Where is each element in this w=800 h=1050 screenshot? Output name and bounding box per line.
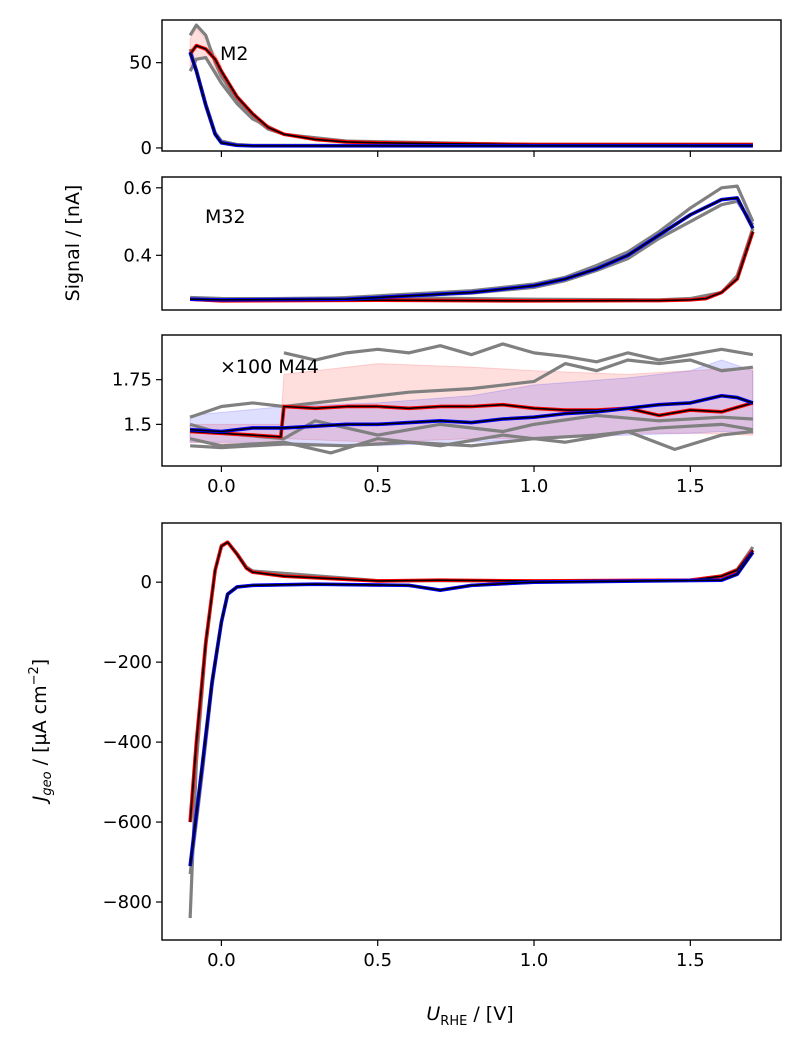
- x-tick-label: 1.0: [520, 476, 549, 497]
- panel-2: 0.4 0.6: [123, 176, 782, 311]
- axes-frame: [161, 19, 782, 152]
- series-line: [190, 197, 754, 301]
- series-line-gray: [190, 199, 755, 303]
- x-tick-label: 0.5: [363, 950, 392, 971]
- series-line-gray: [190, 227, 755, 302]
- series-line-gray: [188, 540, 755, 919]
- panel-3: 1.5 1.75 0.0 0.5 1.0 1.5: [112, 334, 782, 497]
- series-line-gray: [188, 549, 755, 875]
- axes-frame: [161, 176, 782, 311]
- series-line: [189, 44, 753, 146]
- series-line-gray: [190, 184, 755, 301]
- plot-area: [189, 342, 754, 455]
- y-tick-label: 0.6: [123, 178, 152, 199]
- series-line: [190, 402, 754, 438]
- series-line-halo: [190, 196, 755, 302]
- x-axis-label: URHE / [V]: [426, 1003, 513, 1029]
- jgeo-ylabel: Jgeo / [µA cm−2]: [27, 659, 55, 805]
- series-line-halo: [188, 551, 755, 867]
- series-line: [190, 394, 754, 433]
- series-line-gray: [188, 23, 753, 147]
- annotation-m32: M32: [205, 206, 246, 228]
- signal-ylabel: Signal / [nA]: [62, 185, 84, 302]
- series-line: [189, 52, 753, 147]
- y-tick-label: 0: [141, 572, 152, 593]
- axes-frame: [161, 334, 782, 467]
- x-tick-label: 0.0: [207, 950, 236, 971]
- y-tick-label: −400: [103, 732, 152, 753]
- x-tick-label: 1.0: [520, 950, 549, 971]
- plot-area: [190, 184, 755, 303]
- plot-area: [188, 23, 753, 148]
- series-line-gray: [189, 429, 754, 455]
- y-tick-label: 1.75: [112, 370, 152, 391]
- y-tick-label: 0.4: [123, 245, 152, 266]
- panel-4: −800 −600 −400 −200 0 0.0 0.5 1.0 1.5: [103, 522, 782, 971]
- x-tick-label: 0.0: [207, 476, 236, 497]
- plot-area: [188, 540, 755, 919]
- y-tick-label: 50: [129, 53, 152, 74]
- series-line-gray: [190, 422, 754, 450]
- series-line-gray: [189, 358, 754, 419]
- panel-1: 0 50: [129, 19, 782, 159]
- annotation-m2: M2: [220, 43, 248, 65]
- y-tick-label: −200: [103, 652, 152, 673]
- x-tick-label: 1.5: [676, 950, 705, 971]
- x-tick-label: 1.5: [676, 476, 705, 497]
- y-tick-label: 1.5: [123, 414, 152, 435]
- series-line-gray: [283, 342, 754, 364]
- y-tick-label: −600: [103, 812, 152, 833]
- series-line: [189, 551, 754, 867]
- x-tick-label: 0.5: [363, 476, 392, 497]
- annotation-m44: ×100 M44: [220, 356, 319, 378]
- axes-frame: [161, 522, 782, 941]
- y-tick-label: −800: [103, 892, 152, 913]
- y-tick-label: 0: [141, 138, 152, 159]
